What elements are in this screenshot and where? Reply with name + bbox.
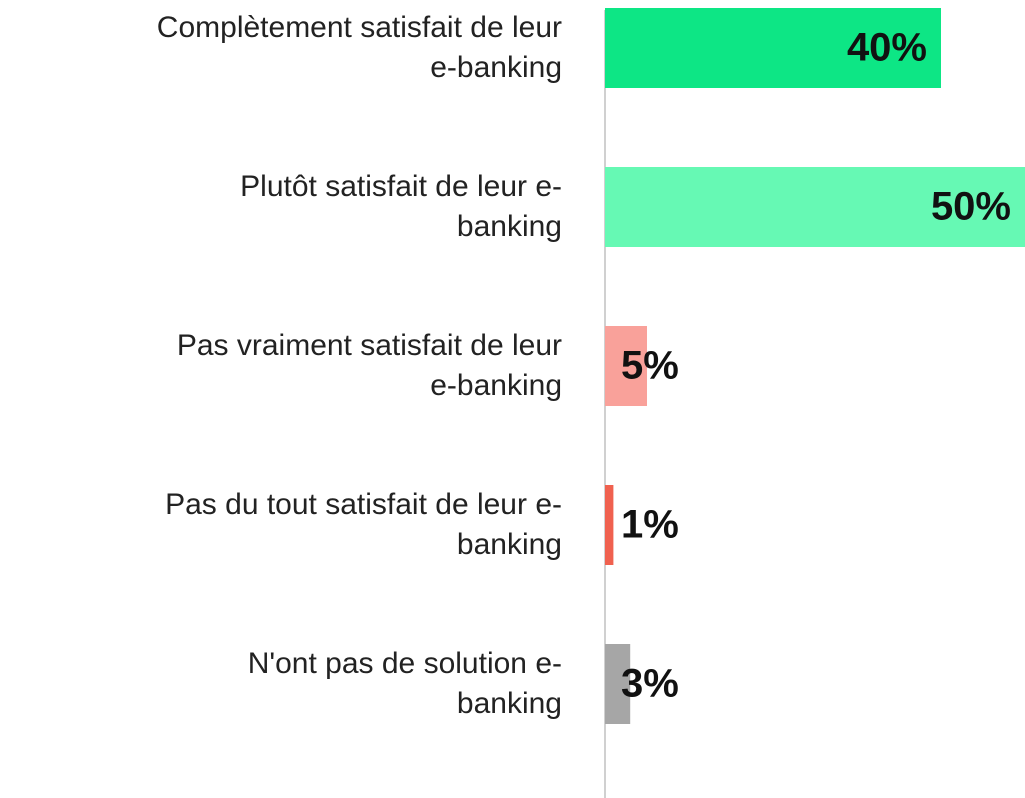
data-label: 40% <box>847 26 927 70</box>
data-label: 3% <box>621 662 679 706</box>
data-label: 5% <box>621 344 679 388</box>
category-label: Complètement satisfait de leur e-banking <box>156 11 562 84</box>
data-label: 1% <box>621 503 679 547</box>
bar <box>605 644 631 724</box>
data-label: 50% <box>931 185 1011 229</box>
category-label: Pas vraiment satisfait de leur e-banking <box>176 329 562 402</box>
category-label: Pas du tout satisfait de leur e- banking <box>165 488 562 561</box>
category-label: Plutôt satisfait de leur e- banking <box>240 170 562 243</box>
bar <box>605 485 614 565</box>
bar <box>605 167 1025 247</box>
bar <box>605 8 941 88</box>
category-label: N'ont pas de solution e- banking <box>247 647 562 720</box>
bar <box>605 326 647 406</box>
